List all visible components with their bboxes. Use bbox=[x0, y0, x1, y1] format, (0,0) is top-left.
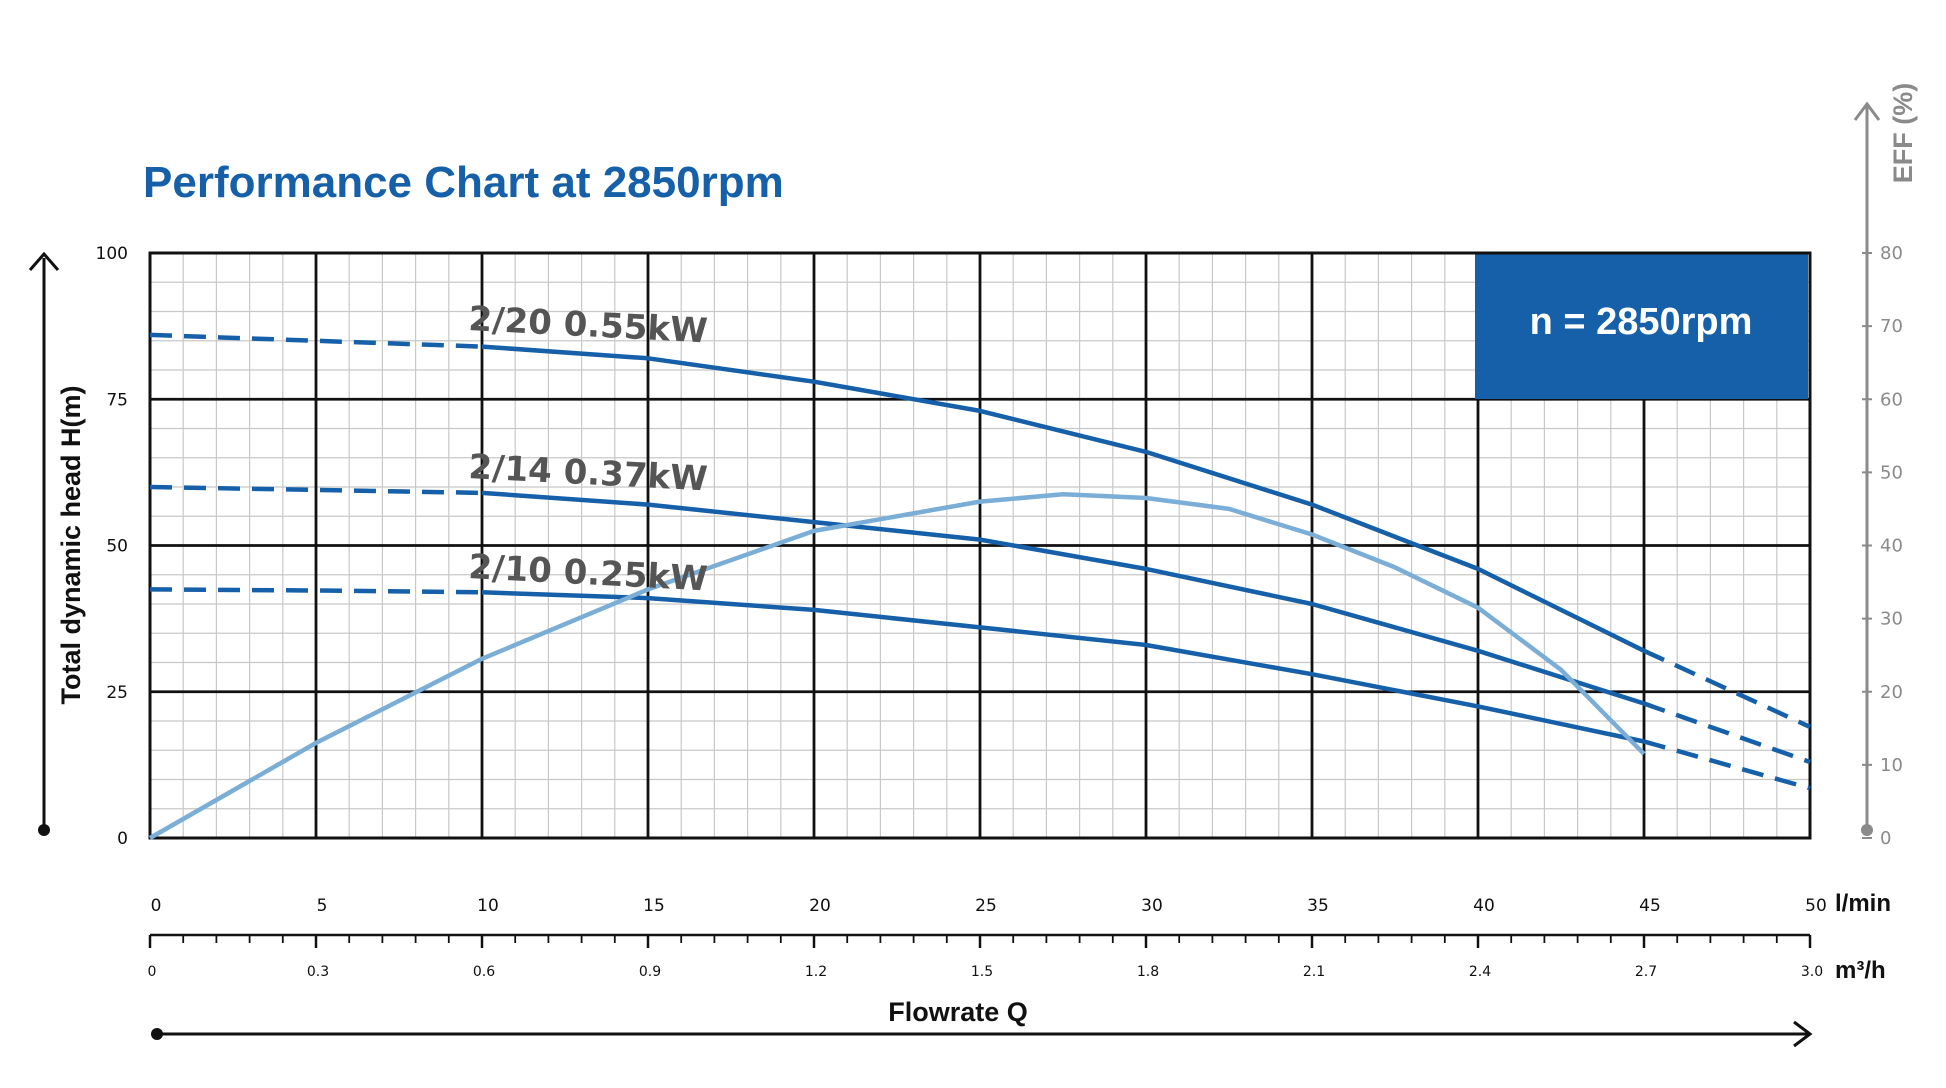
y-axis-ticks: 0 25 50 75 100 bbox=[96, 244, 128, 849]
x-axis-ticks: 0 5 10 15 20 25 30 35 40 45 50 bbox=[148, 896, 1827, 948]
x2-axis-ticks: 0 0.3 0.6 0.9 1.2 1.5 1.8 2.1 2.4 2.7 3.0 bbox=[148, 964, 1824, 980]
y-tick-label: 25 bbox=[106, 683, 128, 703]
series-line bbox=[481, 344, 1645, 653]
eff-axis-ticks: 0 10 20 30 40 50 60 70 80 bbox=[1862, 243, 1903, 849]
x2-tick-label: 1.2 bbox=[805, 964, 827, 980]
x2-tick-label: 2.7 bbox=[1635, 964, 1657, 980]
x-tick-label: 45 bbox=[1639, 896, 1661, 916]
eff-tick-label: 70 bbox=[1880, 316, 1903, 337]
series-line bbox=[481, 590, 1645, 744]
eff-axis-label: EFF (%) bbox=[1888, 83, 1918, 184]
x-tick-label: 30 bbox=[1141, 896, 1163, 916]
x-tick-label: 35 bbox=[1307, 896, 1329, 916]
curves bbox=[148, 332, 1811, 840]
eff-tick-label: 60 bbox=[1880, 389, 1903, 410]
x-tick-label: 20 bbox=[809, 896, 831, 916]
eff-tick-label: 80 bbox=[1880, 243, 1903, 264]
series-line-dashed-end bbox=[1643, 739, 1811, 791]
eff-tick-label: 20 bbox=[1880, 682, 1903, 703]
x2-unit-label: m³/h bbox=[1835, 957, 1886, 984]
speed-box: n = 2850rpm bbox=[1475, 253, 1808, 399]
x-axis-label: Flowrate Q bbox=[888, 997, 1028, 1027]
series-line-dashed-start bbox=[149, 587, 483, 595]
x-tick-label: 0 bbox=[151, 896, 162, 916]
x2-tick-label: 1.5 bbox=[971, 964, 993, 980]
y-tick-label: 100 bbox=[96, 244, 128, 264]
series-line-dashed-start bbox=[149, 484, 483, 496]
series-line-dashed-end bbox=[1643, 648, 1811, 729]
x2-tick-label: 0.6 bbox=[473, 964, 495, 980]
x2-tick-label: 2.4 bbox=[1469, 964, 1491, 980]
speed-box-background bbox=[1475, 253, 1808, 399]
x-tick-label: 40 bbox=[1473, 896, 1495, 916]
eff-axis-arrow bbox=[1853, 101, 1881, 836]
x-axis-arrow bbox=[151, 1020, 1813, 1048]
speed-box-label: n = 2850rpm bbox=[1530, 301, 1753, 343]
x2-tick-label: 1.8 bbox=[1137, 964, 1159, 980]
x2-tick-label: 3.0 bbox=[1801, 964, 1823, 980]
y-axis-label: Total dynamic head H(m) bbox=[56, 385, 86, 704]
eff-tick-label: 50 bbox=[1880, 462, 1903, 483]
y-tick-label: 50 bbox=[106, 537, 128, 557]
series-line bbox=[481, 490, 1645, 706]
x-tick-label: 15 bbox=[643, 896, 665, 916]
eff-tick-label: 10 bbox=[1880, 755, 1903, 776]
plot-border bbox=[148, 251, 1812, 840]
x-tick-label: 10 bbox=[477, 896, 499, 916]
eff-tick-label: 30 bbox=[1880, 609, 1903, 630]
eff-curve bbox=[148, 492, 1646, 840]
x2-tick-label: 2.1 bbox=[1303, 964, 1325, 980]
x-tick-label: 5 bbox=[317, 896, 328, 916]
x2-tick-label: 0 bbox=[148, 964, 157, 980]
eff-tick-label: 0 bbox=[1880, 828, 1891, 849]
x-tick-label: 25 bbox=[975, 896, 997, 916]
x-tick-label: 50 bbox=[1805, 896, 1827, 916]
y-tick-label: 0 bbox=[117, 829, 128, 849]
x-unit-label: l/min bbox=[1835, 890, 1891, 917]
x2-tick-label: 0.9 bbox=[639, 964, 661, 980]
y-axis-arrow bbox=[28, 251, 60, 836]
curve-label: 2/14 0.37kW bbox=[468, 447, 709, 499]
series-line-dashed-end bbox=[1643, 701, 1811, 765]
curve-label: 2/20 0.55kW bbox=[468, 299, 709, 351]
eff-tick-label: 40 bbox=[1880, 536, 1903, 557]
chart-title: Performance Chart at 2850rpm bbox=[143, 158, 784, 207]
x2-tick-label: 0.3 bbox=[307, 964, 329, 980]
plot-frame bbox=[148, 251, 1812, 840]
series-line-dashed-start bbox=[149, 332, 483, 349]
y-tick-label: 75 bbox=[106, 390, 128, 410]
